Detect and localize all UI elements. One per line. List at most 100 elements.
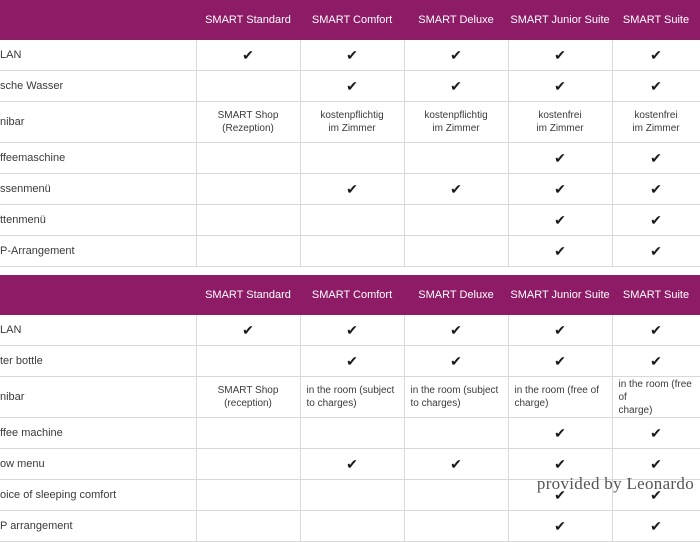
check-glyph: ✔ (554, 180, 566, 197)
empty-cell (196, 448, 301, 480)
table-header-row: SMART Standard SMART Comfort SMART Deluxe S… (0, 275, 700, 315)
check-glyph: ✔ (650, 455, 662, 472)
text-cell: SMART Shop (Rezeption) (196, 101, 301, 143)
english-table: SMART Standard SMART Comfort SMART Deluxe S… (0, 275, 700, 542)
check-glyph: ✔ (650, 424, 662, 441)
check-icon: ✔ (508, 70, 613, 102)
empty-cell (196, 204, 301, 236)
check-glyph: ✔ (346, 77, 358, 94)
table-row: ttenmenü ✔ ✔ (0, 204, 700, 236)
row-label: ffeemaschine (0, 142, 197, 174)
header-cell-room-type: SMART Deluxe (404, 275, 508, 315)
check-glyph: ✔ (242, 321, 254, 338)
check-glyph: ✔ (346, 455, 358, 472)
header-cell-room-type: SMART Suite (612, 0, 700, 40)
check-icon: ✔ (508, 142, 613, 174)
check-glyph: ✔ (450, 321, 462, 338)
empty-cell (300, 479, 405, 511)
check-icon: ✔ (508, 417, 613, 449)
empty-cell (404, 235, 509, 267)
table-row: ffeemaschine ✔ ✔ (0, 142, 700, 174)
row-label: LAN (0, 315, 197, 346)
table-row: ssenmenü ✔ ✔ ✔ ✔ (0, 173, 700, 205)
check-icon: ✔ (508, 173, 613, 205)
check-icon: ✔ (612, 448, 700, 480)
header-cell-room-type: SMART Standard (196, 275, 300, 315)
check-icon: ✔ (612, 40, 700, 71)
row-label: ter bottle (0, 345, 197, 377)
check-glyph: ✔ (650, 180, 662, 197)
text-cell: SMART Shop (reception) (196, 376, 301, 418)
check-icon: ✔ (404, 173, 509, 205)
header-cell-room-type: SMART Junior Suite (508, 275, 612, 315)
text-cell: kostenfrei im Zimmer (612, 101, 700, 143)
cell-text: SMART Shop (Rezeption) (217, 110, 279, 134)
check-glyph: ✔ (650, 77, 662, 94)
check-icon: ✔ (612, 204, 700, 236)
check-icon: ✔ (612, 345, 700, 377)
header-cell-room-type: SMART Suite (612, 275, 700, 315)
check-glyph: ✔ (554, 424, 566, 441)
empty-cell (404, 142, 509, 174)
cell-text: in the room (free of charge) (618, 378, 692, 416)
empty-cell (196, 345, 301, 377)
row-label: sche Wasser (0, 70, 197, 102)
row-label: ffee machine (0, 417, 197, 449)
empty-cell (196, 417, 301, 449)
empty-cell (300, 417, 405, 449)
check-glyph: ✔ (450, 77, 462, 94)
check-icon: ✔ (508, 510, 613, 542)
text-cell: in the room (subject to charges) (404, 376, 509, 418)
check-glyph: ✔ (650, 321, 662, 338)
header-cell-feature (0, 0, 196, 40)
check-icon: ✔ (612, 142, 700, 174)
watermark-provided-by: provided by Leonardo (536, 474, 694, 493)
check-icon: ✔ (612, 315, 700, 346)
row-label: nibar (0, 376, 197, 418)
text-cell: in the room (free of charge) (508, 376, 613, 418)
empty-cell (196, 70, 301, 102)
cell-text: in the room (subject to charges) (306, 385, 395, 409)
text-cell: kostenfrei im Zimmer (508, 101, 613, 143)
cell-text: SMART Shop (reception) (217, 385, 279, 409)
check-glyph: ✔ (554, 486, 566, 503)
check-glyph: ✔ (450, 352, 462, 369)
check-glyph: ✔ (650, 242, 662, 259)
row-label: LAN (0, 40, 197, 71)
empty-cell (300, 510, 405, 542)
row-label: ssenmenü (0, 173, 197, 205)
check-icon: ✔ (612, 235, 700, 267)
header-cell-room-type: SMART Junior Suite (508, 0, 612, 40)
check-icon: ✔ (612, 173, 700, 205)
check-glyph: ✔ (554, 77, 566, 94)
check-icon: ✔ (300, 70, 405, 102)
german-table: SMART Standard SMART Comfort SMART Deluxe S… (0, 0, 700, 267)
check-icon: ✔ (300, 448, 405, 480)
check-glyph: ✔ (346, 180, 358, 197)
check-glyph: ✔ (554, 517, 566, 534)
header-cell-room-type: SMART Comfort (300, 0, 404, 40)
empty-cell (196, 479, 301, 511)
header-cell-feature (0, 275, 196, 315)
row-label: P arrangement (0, 510, 197, 542)
check-icon: ✔ (404, 448, 509, 480)
header-cell-room-type: SMART Standard (196, 0, 300, 40)
row-label: ttenmenü (0, 204, 197, 236)
check-glyph: ✔ (346, 352, 358, 369)
check-glyph: ✔ (650, 46, 662, 63)
text-cell: kostenpflichtig im Zimmer (404, 101, 509, 143)
check-glyph: ✔ (650, 211, 662, 228)
check-icon: ✔ (612, 417, 700, 449)
empty-cell (404, 204, 509, 236)
text-cell: in the room (subject to charges) (300, 376, 405, 418)
check-glyph: ✔ (554, 149, 566, 166)
check-glyph: ✔ (346, 46, 358, 63)
header-cell-room-type: SMART Comfort (300, 275, 404, 315)
empty-cell (196, 510, 301, 542)
empty-cell (300, 235, 405, 267)
table-row: nibar SMART Shop (Rezeption) kostenpflichti… (0, 101, 700, 143)
table-row: ter bottle ✔ ✔ ✔ ✔ (0, 345, 700, 377)
check-glyph: ✔ (650, 517, 662, 534)
check-icon: ✔ (508, 315, 613, 346)
table-row: nibar SMART Shop (reception) in the room (s… (0, 376, 700, 418)
